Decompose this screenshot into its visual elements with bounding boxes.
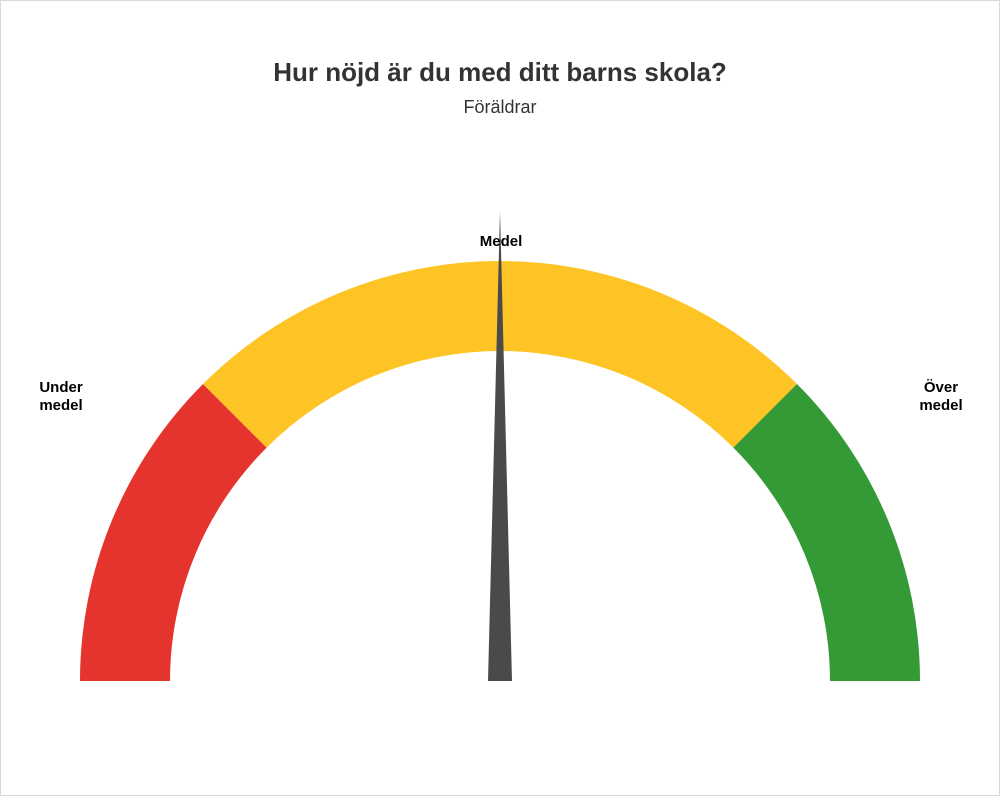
gauge-segment-over-medel	[733, 384, 920, 681]
chart-frame: Hur nöjd är du med ditt barns skola? För…	[0, 0, 1000, 796]
gauge-label-left: Under medel	[26, 379, 96, 417]
gauge-chart	[0, 1, 1000, 797]
gauge-label-right: Över medel	[906, 379, 976, 417]
gauge-label-center: Medel	[471, 233, 531, 252]
gauge-segment-under-medel	[80, 384, 267, 681]
